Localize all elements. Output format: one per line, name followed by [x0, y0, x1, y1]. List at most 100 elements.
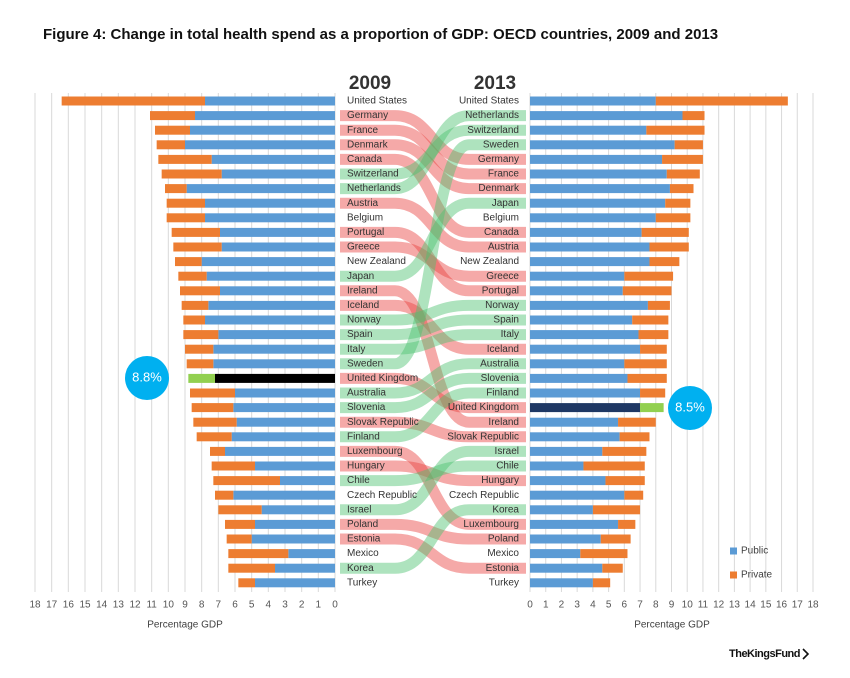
- callout-circle: [125, 356, 169, 400]
- x-tick-label: 8: [653, 600, 659, 611]
- rank-connector: [340, 153, 526, 238]
- category-label: Netherlands: [347, 183, 401, 194]
- category-label: Slovenia: [481, 373, 520, 384]
- callout-label: 8.8%: [132, 369, 162, 384]
- bar-segment: [225, 446, 335, 456]
- category-label: Korea: [492, 504, 519, 515]
- rank-connector: [340, 139, 526, 195]
- bar-segment: [530, 373, 628, 383]
- bar-segment: [205, 198, 335, 208]
- bar-segment: [186, 359, 214, 369]
- bar-segment: [185, 140, 335, 150]
- bar-segment: [640, 344, 667, 354]
- bar-segment: [225, 519, 255, 529]
- bar-segment: [602, 563, 623, 573]
- x-tick-label: 17: [46, 600, 58, 611]
- category-label: Sweden: [483, 139, 519, 150]
- category-label: Chile: [496, 461, 519, 472]
- x-tick-label: 2: [559, 600, 565, 611]
- category-label: France: [488, 169, 520, 180]
- x-tick-label: 2: [299, 600, 305, 611]
- x-tick-label: 13: [729, 600, 741, 611]
- bar-segment: [530, 578, 593, 588]
- rank-connector: [340, 372, 526, 414]
- bar-segment: [649, 257, 680, 267]
- x-tick-label: 16: [63, 600, 75, 611]
- category-label: Slovak Republic: [347, 417, 419, 428]
- footer-logo: TheKingsFund: [729, 648, 800, 660]
- category-label: Germany: [347, 110, 388, 121]
- category-label: Netherlands: [465, 110, 519, 121]
- bar-segment: [632, 315, 669, 325]
- bar-segment: [280, 476, 335, 486]
- bar-segment: [233, 403, 335, 413]
- category-label: United Kingdom: [347, 373, 418, 384]
- bar-segment: [220, 227, 335, 237]
- bar-segment: [669, 184, 694, 194]
- bar-segment: [530, 140, 675, 150]
- bar-segment: [155, 125, 190, 135]
- category-label: Israel: [495, 446, 519, 457]
- rank-connector: [340, 372, 526, 414]
- category-label: Japan: [492, 198, 519, 209]
- rank-connector: [340, 460, 526, 487]
- rank-connector: [340, 285, 526, 428]
- category-label: Portugal: [482, 285, 519, 296]
- bar-segment: [627, 373, 667, 383]
- bar-segment: [530, 300, 648, 310]
- x-axis-label: Percentage GDP: [634, 620, 710, 631]
- category-label: Austria: [488, 242, 520, 253]
- bar-segment: [662, 154, 703, 164]
- category-label: Spain: [347, 329, 373, 340]
- x-tick-label: 8: [199, 600, 205, 611]
- bar-segment: [624, 359, 667, 369]
- rank-connector: [340, 445, 526, 530]
- x-tick-label: 3: [282, 600, 288, 611]
- bar-segment: [215, 373, 335, 383]
- bar-segment: [605, 476, 645, 486]
- bar-segment: [530, 519, 619, 529]
- bar-segment: [255, 578, 335, 588]
- category-label: United States: [459, 96, 519, 107]
- rank-connector: [340, 241, 526, 282]
- category-label: Switzerland: [347, 169, 399, 180]
- bar-segment: [158, 154, 212, 164]
- category-label: Mexico: [347, 548, 379, 559]
- bar-segment: [178, 271, 207, 281]
- bar-segment: [255, 519, 335, 529]
- category-label: Ireland: [347, 285, 378, 296]
- bar-segment: [530, 271, 625, 281]
- rank-connector: [340, 416, 526, 443]
- bar-segment: [205, 315, 335, 325]
- bar-segment: [640, 388, 666, 398]
- category-label: Belgium: [483, 212, 519, 223]
- bar-segment: [213, 359, 335, 369]
- bar-segment: [196, 432, 232, 442]
- bar-segment: [641, 227, 689, 237]
- category-label: Iceland: [347, 300, 379, 311]
- category-label: Slovenia: [347, 402, 386, 413]
- legend-swatch: [730, 547, 737, 555]
- category-label: Australia: [347, 388, 386, 399]
- bar-segment: [210, 446, 225, 456]
- category-label: Chile: [347, 475, 370, 486]
- bar-segment: [655, 213, 691, 223]
- bar-segment: [530, 257, 650, 267]
- category-label: Australia: [480, 358, 519, 369]
- bar-segment: [218, 330, 335, 340]
- x-tick-label: 9: [182, 600, 188, 611]
- bar-segment: [530, 490, 625, 500]
- bar-segment: [233, 490, 335, 500]
- bar-segment: [191, 403, 234, 413]
- x-tick-label: 3: [574, 600, 580, 611]
- rank-connector: [340, 299, 526, 326]
- x-tick-label: 4: [590, 600, 596, 611]
- category-label: France: [347, 125, 379, 136]
- x-tick-label: 6: [622, 600, 628, 611]
- category-label: Ireland: [488, 417, 519, 428]
- bar-segment: [261, 505, 335, 515]
- bar-segment: [600, 534, 631, 544]
- bar-segment: [624, 490, 644, 500]
- x-tick-label: 5: [606, 600, 612, 611]
- bar-segment: [208, 300, 335, 310]
